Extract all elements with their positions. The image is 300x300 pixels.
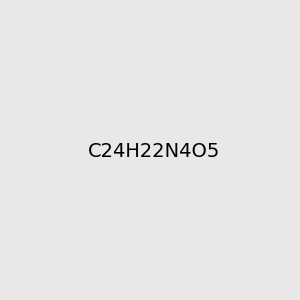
- Text: C24H22N4O5: C24H22N4O5: [88, 142, 220, 161]
